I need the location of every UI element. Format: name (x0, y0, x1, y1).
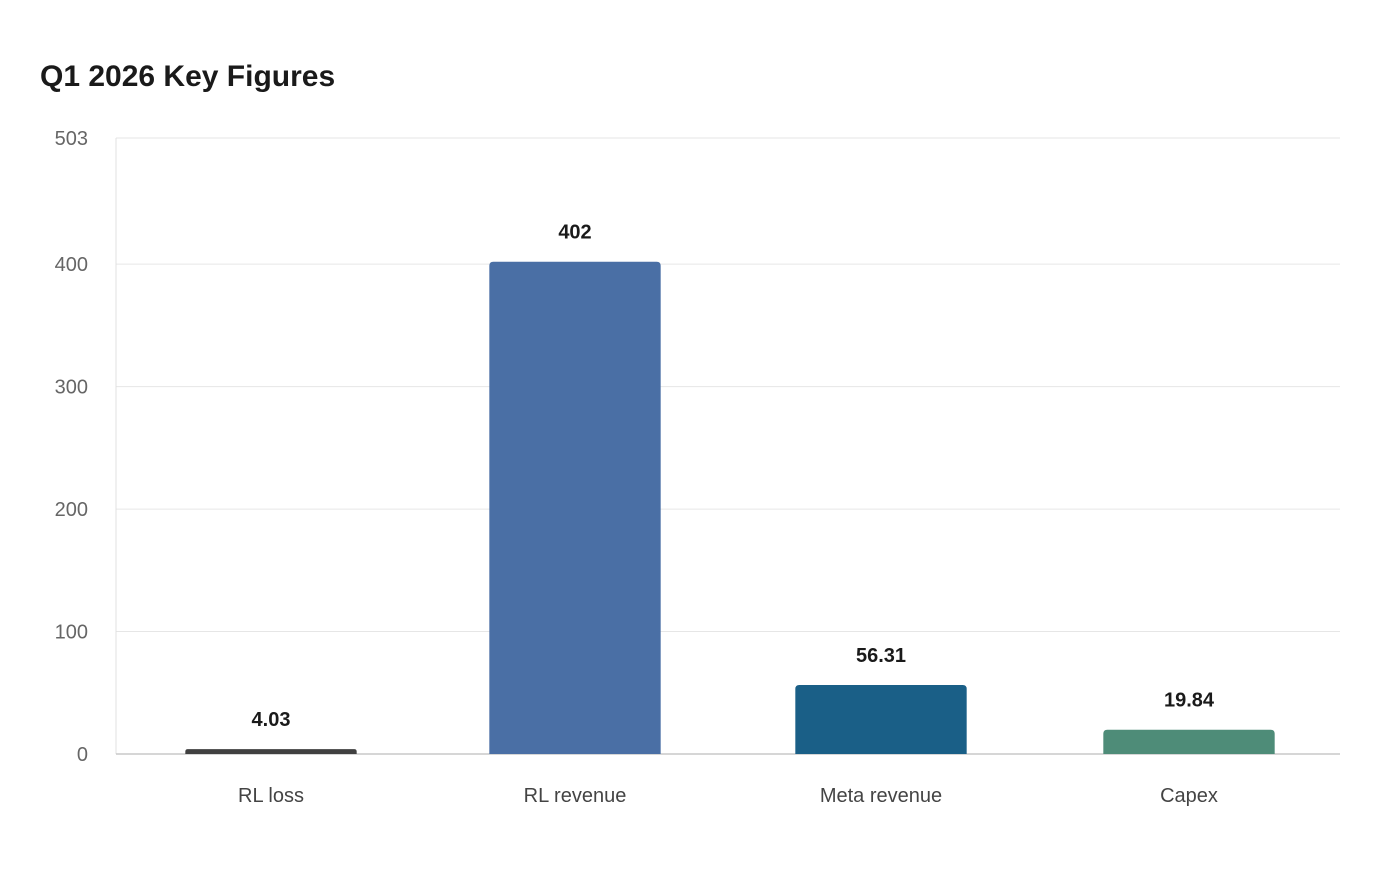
x-tick-label: RL revenue (524, 785, 627, 807)
x-tick-label: Capex (1160, 785, 1218, 807)
value-label: 402 (558, 222, 591, 244)
value-label: 4.03 (252, 709, 291, 731)
x-tick-label: Meta revenue (820, 785, 942, 807)
value-label: 56.31 (856, 645, 906, 667)
bar-rl-loss[interactable] (185, 749, 357, 754)
y-tick-label: 200 (55, 499, 88, 521)
axes (115, 138, 1340, 755)
y-tick-label: 0 (77, 744, 88, 766)
labels: 0 100 200 300 400 503 4.03 RL loss 402 RL revenue… (55, 128, 1218, 807)
chart-title: Q1 2026 Key Figures (40, 60, 336, 93)
bar-capex[interactable] (1103, 729, 1275, 754)
value-label: 19.84 (1164, 690, 1215, 712)
y-tick-label: 400 (55, 254, 88, 276)
x-tick-label: RL loss (238, 785, 304, 807)
y-tick-label: 503 (55, 128, 88, 150)
bar-rl-revenue[interactable] (489, 261, 661, 754)
y-tick-label: 300 (55, 377, 88, 399)
bars (185, 261, 1275, 754)
y-tick-label: 100 (55, 622, 88, 644)
gridlines (116, 137, 1340, 633)
bar-meta-revenue[interactable] (795, 685, 967, 754)
